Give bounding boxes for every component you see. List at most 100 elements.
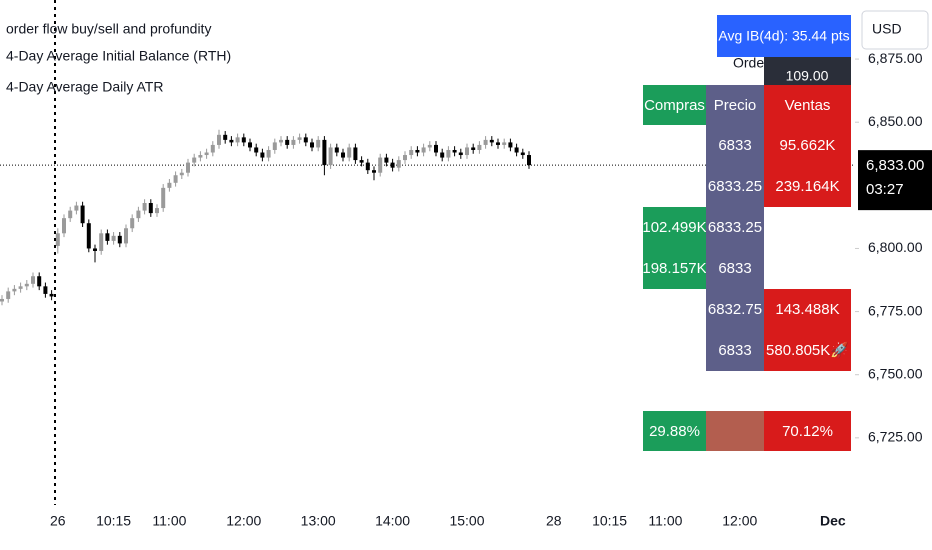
candle-body [55,233,60,246]
candle-body [403,155,407,161]
candle-body [396,160,401,168]
cell [764,330,851,371]
cell [764,166,851,207]
candle-body [365,162,370,171]
candle-body [37,276,42,287]
candle-body [198,155,203,158]
summary-value: 70.12% [782,423,833,440]
candle-body [477,144,482,150]
cell-value: 143.488K [775,301,839,318]
candle-body [217,134,221,145]
x-tick-label: 15:00 [449,513,484,529]
candle-body [186,162,190,173]
candle-body [452,149,457,153]
header-label: Ventas [785,97,831,114]
candle-body [465,147,469,156]
candle-body [0,298,4,302]
candle-body [167,182,172,188]
candle-body [328,147,333,166]
cell [706,166,764,207]
candle-body [117,235,122,244]
x-tick-label: 11:00 [152,513,186,529]
candle-body [210,144,215,153]
candle-body [241,137,246,143]
x-tick-label: 28 [546,513,562,529]
candle-body [458,152,463,156]
candle-body [347,147,352,158]
cell [764,289,851,330]
cell [764,125,851,166]
candle-body [279,139,283,143]
candle-body [266,149,271,158]
x-tick-label: 12:00 [226,513,261,529]
candle-body [223,134,228,140]
candle-body [502,142,507,145]
summary-mid [706,411,764,451]
candle-body [179,172,184,176]
depth-value: 109.00 [786,68,829,84]
ib-label: Avg IB(4d): 35.44 pts [718,28,849,44]
candle-body [148,203,153,214]
candle-body [74,205,79,211]
y-tick-label: 6,850.00 [868,113,923,129]
y-tick-label: 6,875.00 [868,50,923,66]
summary-cell [764,411,851,451]
candle-body [24,283,29,287]
summary-value: 29.88% [649,423,700,440]
candle-body [254,147,259,153]
cell [706,125,764,166]
cell-value: 239.164K [775,178,839,195]
candle-body [161,187,166,209]
candle-body [310,142,314,148]
header-cell [764,85,851,125]
cell [706,207,764,248]
currency-button[interactable] [861,10,929,50]
candle-body [496,142,500,145]
candle-body [260,152,265,158]
candle-body [130,218,135,229]
candle-body [86,223,91,249]
candle-body [409,149,414,156]
x-tick-label: 11:00 [648,513,682,529]
candle-body [415,149,420,153]
candle-body [43,286,48,294]
candle-body [192,157,197,163]
candle-body [99,233,104,251]
candle-body [49,293,54,297]
candle-body [80,205,85,224]
cell-value: 95.662K [780,137,836,154]
candle-body [229,139,234,143]
x-tick-label: 26 [50,513,66,529]
candle-body [155,208,159,214]
candle-body [514,147,519,153]
depth-box [764,57,851,85]
countdown: 03:27 [866,181,904,198]
candle-body [520,152,525,156]
cell-value: 6833.25 [708,178,762,195]
candle-body [111,235,116,241]
cell-value: 6833 [718,342,751,359]
candle-body [316,139,321,148]
candle-body [18,286,23,289]
x-tick-label: 14:00 [375,513,410,529]
cell-value: 198.157K [642,260,706,277]
candle-body [440,152,445,158]
x-tick-label: 13:00 [301,513,336,529]
indicator-name: order flow buy/sell and profundity [6,21,211,37]
candle-body [248,142,252,148]
candle-body [285,139,290,145]
ib-box [717,15,851,57]
header-cell [706,85,764,125]
cell [643,248,706,289]
candle-body [303,137,308,143]
candle-body [173,175,178,183]
header-label: Compras [644,97,705,114]
cell [643,207,706,248]
cell-value: 6833 [718,260,751,277]
x-tick-label: 12:00 [722,513,757,529]
cell [706,248,764,289]
candle-body [508,142,513,148]
indicator-name: 4-Day Average Daily ATR [6,79,163,95]
candle-body [359,160,364,163]
candle-body [272,142,277,150]
